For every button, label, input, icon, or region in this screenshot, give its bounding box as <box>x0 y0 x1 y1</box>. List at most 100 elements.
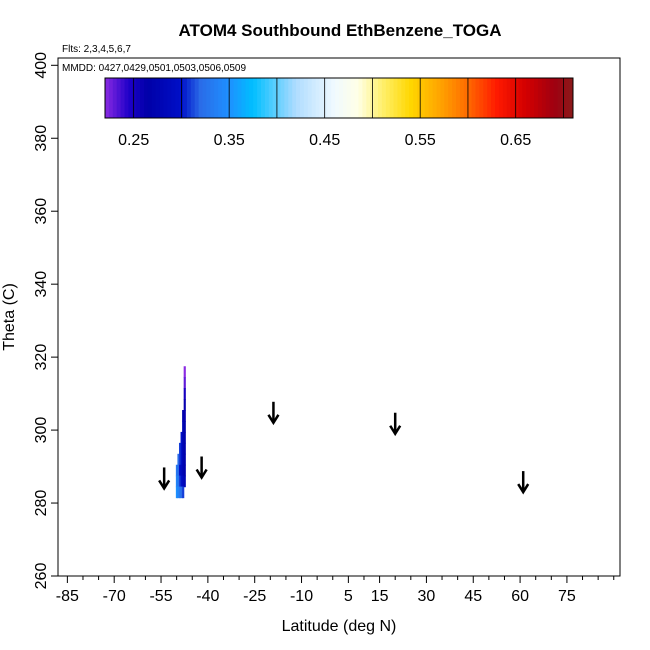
arrow-head <box>158 479 171 491</box>
colorbar-segment <box>307 78 313 118</box>
heatmap-cell <box>183 475 186 488</box>
heatmap-cell <box>182 486 185 499</box>
heatmap-cell <box>177 464 180 477</box>
colorbar-segment <box>405 78 410 118</box>
colorbar-segment <box>444 78 449 118</box>
flights-subtitle: Flts: 2,3,4,5,6,7 <box>62 44 131 55</box>
colorbar-segment <box>569 78 574 118</box>
heatmap-cell <box>183 399 186 411</box>
colorbar-tick-label: 0.65 <box>500 132 531 149</box>
heatmap-cell <box>182 431 185 444</box>
heatmap-cell <box>183 453 186 466</box>
colorbar-segment <box>175 78 180 118</box>
colorbar-segment <box>428 78 434 118</box>
colorbar-segment <box>339 78 344 118</box>
x-tick-label: -40 <box>196 588 219 605</box>
colorbar-segment <box>397 78 402 118</box>
colorbar-segment <box>276 78 281 118</box>
colorbar-segment <box>296 78 301 118</box>
colorbar-segment <box>218 78 223 118</box>
colorbar-segment <box>151 78 157 118</box>
heatmap-cell <box>178 453 182 466</box>
colorbar-segment <box>467 78 473 118</box>
colorbar-segment <box>417 78 422 118</box>
colorbar-segment <box>183 78 188 118</box>
heatmap-cell <box>178 442 182 455</box>
heatmap-cell <box>183 431 186 444</box>
colorbar-segment <box>530 78 535 118</box>
x-tick-label: -25 <box>243 588 266 605</box>
colorbar-segment <box>288 78 293 118</box>
x-axis: -85 -70 -55 -40 -25 -10 5 15 30 45 60 75 <box>56 576 615 605</box>
x-tick-label: 60 <box>511 588 529 605</box>
colorbar-segment <box>202 78 207 118</box>
y-tick-label: 400 <box>33 52 50 79</box>
colorbar: 0.25 0.35 0.45 0.55 0.65 <box>104 77 574 149</box>
y-tick-label: 260 <box>33 563 50 590</box>
colorbar-segment <box>198 78 203 118</box>
colorbar-segment <box>222 78 227 118</box>
colorbar-segment <box>479 78 484 118</box>
heatmap-cell <box>183 377 186 389</box>
colorbar-segment <box>385 78 391 118</box>
colorbar-segment <box>471 78 476 118</box>
colorbar-segment <box>264 78 270 118</box>
colorbar-segment <box>456 78 461 118</box>
colorbar-segment <box>413 78 418 118</box>
x-axis-title: Latitude (deg N) <box>282 618 397 635</box>
colorbar-segment <box>167 78 172 118</box>
arrow-head <box>389 425 402 437</box>
x-tick-label: -85 <box>56 588 79 605</box>
colorbar-segment <box>136 78 141 118</box>
colorbar-segment <box>549 78 554 118</box>
down-arrow-icon <box>195 456 208 480</box>
colorbar-segment <box>518 78 523 118</box>
colorbar-segment <box>229 78 235 118</box>
heatmap-cell <box>182 475 185 488</box>
heatmap-cell <box>183 442 186 455</box>
colorbar-segment <box>491 78 496 118</box>
colorbar-segment <box>502 78 508 118</box>
colorbar-segment <box>245 78 250 118</box>
colorbar-segment <box>327 78 332 118</box>
colorbar-segment <box>354 78 359 118</box>
colorbar-segment <box>241 78 246 118</box>
colorbar-segment <box>124 78 129 118</box>
colorbar-segment <box>249 78 254 118</box>
colorbar-segment <box>424 78 430 118</box>
heatmap-cell <box>182 410 185 422</box>
down-arrow-icon <box>389 412 402 437</box>
colorbar-segment <box>378 78 383 118</box>
y-tick-label: 380 <box>33 125 50 152</box>
plot-area <box>158 366 530 499</box>
colorbar-segment <box>253 78 258 118</box>
colorbar-segment <box>522 78 527 118</box>
colorbar-segment <box>257 78 262 118</box>
colorbar-segment <box>409 78 414 118</box>
colorbar-segment <box>514 78 519 118</box>
colorbar-segment <box>319 78 324 118</box>
heatmap-cell <box>183 420 186 433</box>
colorbar-segment <box>436 78 441 118</box>
colorbar-segment <box>225 78 231 118</box>
heatmap-cell <box>183 410 186 422</box>
heatmap-cell <box>177 475 180 488</box>
heatmap-cell <box>180 431 183 444</box>
colorbar-segment <box>366 78 371 118</box>
colorbar-segment <box>303 78 309 118</box>
colorbar-segment <box>206 78 211 118</box>
plot-frame <box>57 57 621 577</box>
x-tick-label: 45 <box>464 588 482 605</box>
heatmap-cell <box>180 464 183 477</box>
colorbar-segment <box>261 78 266 118</box>
heatmap-cell <box>178 464 182 477</box>
colorbar-segment <box>190 78 196 118</box>
colorbar-segment <box>315 78 320 118</box>
arrow-head <box>517 483 530 495</box>
colorbar-segment <box>194 78 200 118</box>
colorbar-segment <box>362 78 367 118</box>
x-tick-label: 15 <box>371 588 389 605</box>
colorbar-segment <box>147 78 153 118</box>
colorbar-segment <box>120 78 125 118</box>
